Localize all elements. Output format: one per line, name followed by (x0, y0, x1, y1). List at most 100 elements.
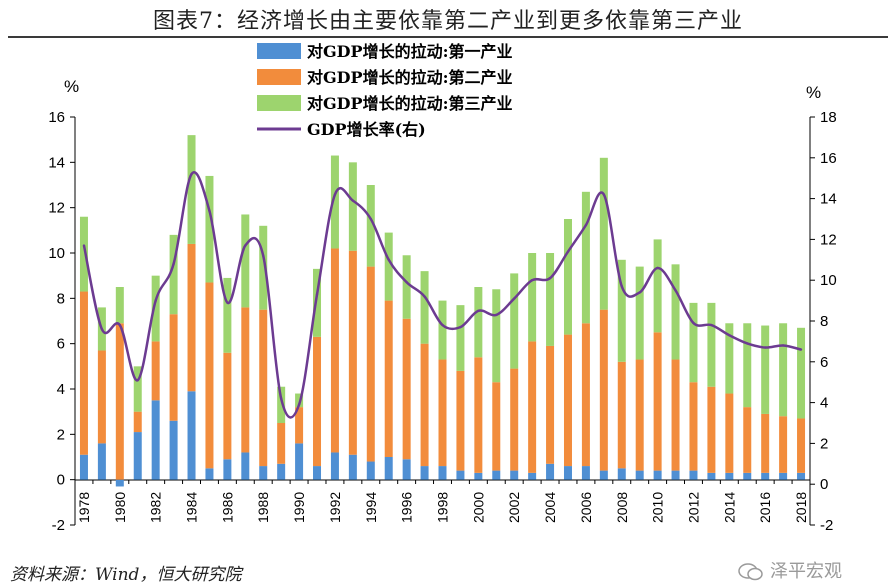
left-tick-label: 8 (57, 290, 65, 307)
gdp-growth-point-2004 (548, 276, 552, 280)
bar-segment-2-2015 (743, 407, 752, 473)
axes-layer: -2 0 2 4 6 8 10 12 14 16 -2 0 2 4 6 8 10 12 14 16 18% % 1978 19… (48, 77, 836, 534)
bar-segment-2-1992 (330, 248, 339, 453)
right-tick-label: 2 (820, 435, 828, 452)
gdp-growth-point-1982 (154, 299, 157, 302)
bar-segment-2-1978 (79, 291, 88, 455)
bar-segment-1-1981 (133, 432, 142, 480)
bar-segment-1-2009 (635, 470, 644, 480)
bar-segment-2-1995 (384, 300, 393, 457)
x-tick-label: 1980 (112, 492, 128, 523)
left-tick-label: 4 (57, 381, 65, 398)
x-tick-label: 2016 (757, 492, 773, 523)
bar-segment-2-1987 (241, 307, 250, 453)
right-axis-unit: % (806, 83, 821, 102)
bar-segment-1-2012 (689, 470, 698, 480)
right-tick-label: -2 (820, 517, 833, 534)
x-tick-label: 1986 (219, 492, 235, 523)
left-tick-label: 14 (48, 154, 65, 171)
gdp-growth-point-2001 (495, 313, 498, 317)
x-tick-label: 1996 (399, 492, 415, 523)
bar-segment-1-2003 (528, 472, 537, 480)
bar-segment-1-2007 (599, 470, 608, 480)
gdp-growth-point-1987 (244, 244, 247, 247)
x-tick-label: 2010 (650, 492, 666, 523)
x-tick-label: 1994 (363, 492, 379, 523)
bar-segment-3-1999 (456, 305, 465, 371)
gdp-growth-point-1993 (351, 199, 355, 202)
gdp-growth-point-1998 (441, 323, 444, 327)
bar-segment-1-2001 (492, 470, 501, 480)
bar-segment-1-1984 (187, 391, 196, 480)
right-tick-label: 16 (820, 150, 837, 167)
bar-segment-2-1990 (295, 407, 304, 444)
bar-segment-1-1994 (366, 461, 375, 480)
bar-segment-3-2016 (761, 325, 770, 414)
line-layer (82, 171, 803, 419)
bar-segment-2-2004 (546, 345, 555, 464)
bar-segment-1-1992 (330, 452, 339, 480)
x-tick-label: 2000 (470, 492, 486, 523)
bar-segment-3-2006 (581, 191, 590, 324)
bar-segment-2-1998 (438, 359, 447, 467)
bar-segment-2-1982 (151, 341, 160, 401)
bar-segment-3-1987 (241, 214, 250, 308)
gdp-growth-point-1992 (333, 193, 337, 196)
gdp-growth-point-2010 (656, 266, 659, 270)
watermark-text: 泽平宏观 (770, 561, 842, 582)
bar-segment-3-1998 (438, 300, 447, 360)
bar-segment-2-1991 (313, 336, 322, 467)
gdp-growth-point-1984 (190, 172, 193, 176)
bar-segment-2-2018 (797, 418, 806, 473)
gdp-growth-point-2009 (638, 291, 641, 294)
bar-segment-2-2011 (671, 359, 680, 471)
bar-segment-3-2013 (707, 302, 716, 387)
gdp-growth-point-1985 (208, 209, 211, 213)
bar-segment-3-1997 (420, 271, 429, 344)
gdp-growth-point-1990 (297, 403, 301, 406)
bar-segment-3-2002 (510, 273, 519, 369)
bar-segment-2-2012 (689, 382, 698, 471)
bar-segment-2-1983 (169, 314, 178, 421)
bar-segment-2-1988 (259, 309, 268, 467)
bar-segment-3-2004 (546, 253, 555, 346)
bar-segment-1-2017 (779, 472, 788, 480)
x-tick-label: 2008 (614, 492, 630, 523)
bar-segment-1-1982 (151, 400, 160, 480)
source-note: 资料来源：Wind，恒大研究院 (10, 565, 242, 585)
bar-segment-3-1996 (402, 255, 411, 319)
x-tick-label: 1990 (291, 492, 307, 523)
x-tick-label: 1988 (255, 492, 271, 523)
bar-segment-1-1988 (259, 466, 268, 480)
gdp-growth-point-2002 (513, 297, 516, 300)
gdp-growth-point-1981 (136, 378, 139, 382)
gdp-growth-point-2007 (602, 193, 606, 196)
x-tick-label: 2006 (578, 492, 594, 523)
right-tick-label: 18 (820, 109, 837, 126)
gdp-growth-point-2013 (710, 323, 713, 327)
bar-segment-3-1984 (187, 135, 196, 244)
bars-layer (79, 135, 806, 487)
legend-label-1: 对GDP增长的拉动:第一产业 (307, 42, 512, 61)
bar-segment-1-2000 (474, 472, 483, 480)
gdp-growth-point-2017 (781, 344, 785, 347)
bar-segment-2-2008 (617, 361, 626, 469)
bar-segment-1-2016 (761, 472, 770, 480)
gdp-growth-point-2000 (477, 309, 480, 312)
left-tick-label: 2 (57, 426, 65, 443)
bar-segment-2-2000 (474, 357, 483, 473)
gdp-growth-point-1996 (405, 281, 408, 284)
wechat-icon (738, 563, 763, 581)
bar-segment-3-1985 (205, 175, 214, 283)
bar-segment-2-2002 (510, 368, 519, 471)
bar-segment-1-2015 (743, 472, 752, 480)
bar-segment-1-2002 (510, 470, 519, 480)
bar-segment-2-2014 (725, 393, 734, 473)
bar-segment-2-2005 (563, 334, 572, 467)
x-tick-label: 2002 (506, 492, 522, 523)
x-tick-label: 2004 (542, 492, 558, 523)
bar-segment-2-2006 (581, 323, 590, 467)
gdp-growth-point-1986 (226, 301, 229, 304)
gdp-growth-point-2016 (763, 346, 767, 349)
right-tick-label: 14 (820, 191, 837, 208)
